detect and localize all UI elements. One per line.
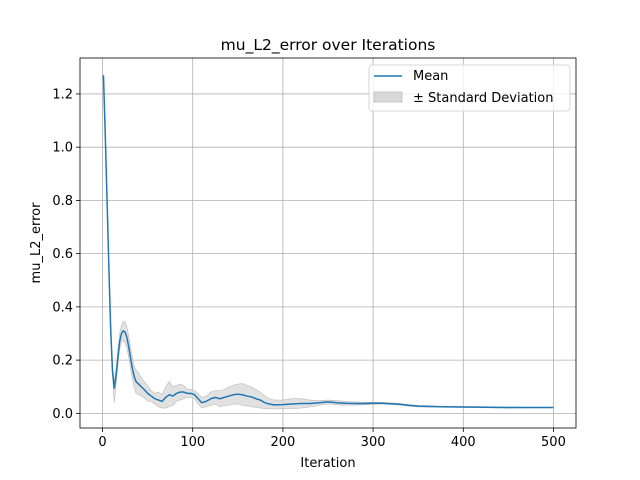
legend-box [368,64,571,112]
y-tick-label: 0.4 [52,300,73,315]
x-tick-label: 400 [451,435,476,450]
y-tick-label: 1.2 [52,87,73,102]
mean-line [102,75,554,409]
y-axis-ticks: 0.0 0.2 0.4 0.6 0.8 1.0 1.2 [52,87,80,422]
y-tick-label: 0.8 [52,194,73,209]
legend: Mean ± Standard Deviation [368,64,571,112]
chart-title: mu_L2_error over Iterations [221,36,436,55]
plot-frame [79,57,577,429]
grid-lines [80,58,576,428]
legend-std-swatch [373,91,403,103]
x-tick-label: 300 [361,435,386,450]
legend-std-label: ± Standard Deviation [413,91,553,106]
x-tick-label: 100 [180,435,205,450]
x-tick-label: 0 [98,435,106,450]
y-axis-label: mu_L2_error [29,202,44,284]
y-tick-label: 0.2 [52,354,73,369]
legend-mean-label: Mean [413,69,448,84]
plot-area [80,58,576,428]
y-tick-label: 0.0 [52,407,73,422]
x-axis-ticks: 0 100 200 300 400 500 [98,428,566,450]
x-tick-label: 500 [541,435,566,450]
x-axis-label: Iteration [300,456,355,471]
x-tick-label: 200 [270,435,295,450]
y-tick-label: 0.6 [52,247,73,262]
mean-line-layer [102,75,554,409]
y-tick-label: 1.0 [52,141,73,156]
